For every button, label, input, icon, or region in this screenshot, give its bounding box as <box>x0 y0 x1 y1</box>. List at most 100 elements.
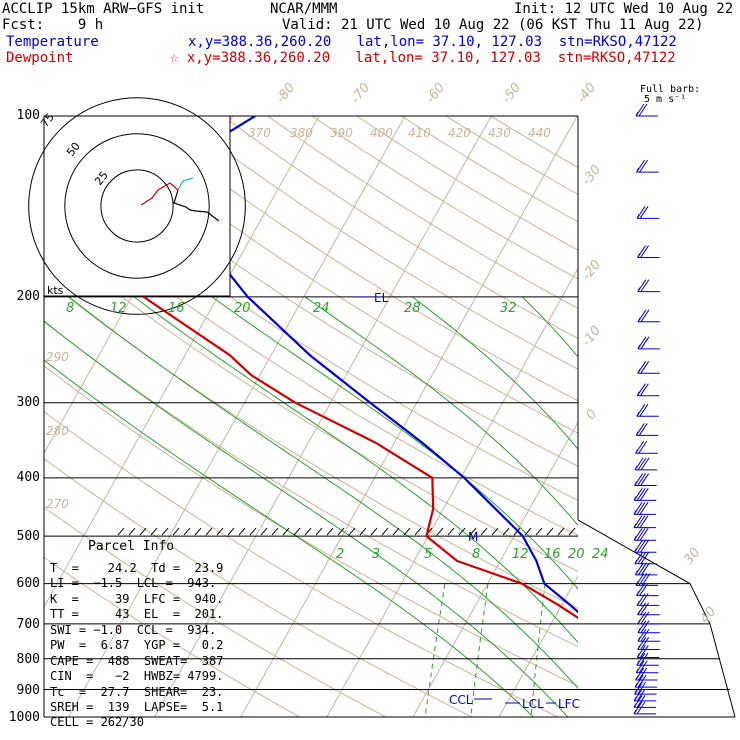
barb-flag <box>639 206 649 219</box>
isotherm-label: -10 <box>579 323 604 349</box>
barb-flag <box>636 206 646 219</box>
isotherm-label: -20 <box>579 257 604 283</box>
wind-barb <box>635 573 659 586</box>
barb-flag <box>634 473 644 486</box>
ccl-annotation: CCL <box>449 693 473 707</box>
dry-adiabat-line <box>44 506 387 718</box>
wind-barb <box>636 583 659 597</box>
dry-adiabat-line <box>44 116 578 467</box>
barb-flag <box>640 620 650 633</box>
moist-adiabat-label: 28 <box>404 301 421 316</box>
hodograph <box>28 97 246 315</box>
isotherm-label: 30 <box>681 545 703 567</box>
hatch-mark <box>337 527 345 536</box>
wind-barb <box>637 309 660 323</box>
barb-flag <box>637 681 647 695</box>
barb-flag <box>639 488 649 501</box>
hatch-mark <box>447 527 455 536</box>
barb-flag <box>639 159 649 173</box>
wind-barb <box>636 652 659 666</box>
theta-label: 370 <box>248 126 271 140</box>
parcel-row: PW = 6.87 YGP = 0.2 <box>50 638 224 652</box>
dry-adiabat-line <box>44 194 578 537</box>
dewpoint-location: ☆ x,y=388.36,260.20 lat,lon= 37.10, 127.… <box>170 50 676 66</box>
hodograph-trace-mid <box>177 177 194 191</box>
barb-flag <box>641 562 650 576</box>
parcel-row: SREH = 139 LAPSE= 5.1 <box>50 700 224 714</box>
dry-adiabat-line <box>222 116 578 340</box>
hatch-mark <box>117 527 125 536</box>
hatch-mark <box>502 527 510 536</box>
hatch-mark <box>216 527 224 536</box>
barb-flag <box>636 593 646 606</box>
moist-adiabat-label: 32 <box>500 301 517 316</box>
hatch-mark <box>150 527 158 536</box>
parcel-row: CIN = −2 HWBZ= 4799. <box>50 669 224 683</box>
dry-adiabat-line <box>88 116 578 434</box>
hatch-mark <box>469 527 477 536</box>
hatch-mark <box>128 527 136 536</box>
lfc-annotation: LFC <box>558 697 580 711</box>
barb-flag <box>639 527 649 541</box>
barb-flag <box>640 473 650 486</box>
barb-flag <box>636 515 646 528</box>
parcel-row: Tc = 27.7 SHEAR= 23. <box>50 685 224 699</box>
wind-barb <box>633 488 657 501</box>
hatch-mark <box>326 527 334 536</box>
barb-flag <box>638 562 647 576</box>
hatch-mark <box>139 527 147 536</box>
barb-flag <box>638 440 648 454</box>
hatch-mark <box>304 527 312 536</box>
mixing-ratio-line <box>470 583 489 718</box>
wind-barb <box>635 667 658 681</box>
wind-barb <box>635 103 658 117</box>
barb-flag <box>637 245 646 258</box>
wind-barb <box>634 681 657 695</box>
theta-label: 380 <box>290 126 313 140</box>
barb-flag <box>637 611 647 625</box>
barb-flag <box>637 457 647 471</box>
barb-flag <box>637 279 647 292</box>
hodograph-ring <box>100 169 174 243</box>
header-source: NCAR/MMM <box>270 1 338 17</box>
hatch-mark <box>315 527 323 536</box>
barb-flag <box>641 573 651 586</box>
hatch-mark <box>568 527 576 536</box>
ptick-500: 500 <box>16 529 40 544</box>
parcel-info-title: Parcel Info <box>88 539 175 554</box>
mixing-ratio-line <box>590 584 601 717</box>
barb-flag <box>635 667 645 681</box>
barb-flag <box>636 159 646 173</box>
ptick-900: 900 <box>16 683 40 698</box>
hatch-mark <box>491 527 499 536</box>
ptick-300: 300 <box>16 395 40 410</box>
wind-barb <box>634 457 658 471</box>
barb-flag <box>636 701 646 715</box>
parcel-row: LI = −1.5 LCL = 943. <box>50 576 217 590</box>
barb-flag <box>639 652 649 666</box>
wind-barb <box>633 695 657 708</box>
mixing-ratio-line <box>712 584 715 717</box>
barb-flag <box>639 502 649 515</box>
barb-flag <box>640 457 650 471</box>
barb-flag <box>633 527 643 541</box>
mixing-ratio-label: 20 <box>568 547 585 562</box>
dry-adiabat-line <box>356 116 578 251</box>
theta-label: 270 <box>46 497 69 511</box>
hatch-mark <box>348 527 356 536</box>
parcel-row: T = 24.2 Td = 23.9 <box>50 561 224 575</box>
hatch-mark <box>249 527 257 536</box>
mixing-ratio-line <box>424 583 446 718</box>
isotherm-label: -60 <box>423 80 448 106</box>
m-annotation: M <box>468 530 478 544</box>
hatch-mark <box>238 527 246 536</box>
wind-barb <box>634 674 658 688</box>
moist-adiabat-line <box>211 296 578 590</box>
wind-barb <box>636 383 660 397</box>
wind-barb <box>637 361 660 374</box>
theta-label: 280 <box>46 424 69 438</box>
dry-adiabat-line <box>311 116 578 280</box>
barb-flag <box>640 611 650 625</box>
theta-label: 290 <box>46 350 69 364</box>
barb-flag <box>637 602 647 616</box>
